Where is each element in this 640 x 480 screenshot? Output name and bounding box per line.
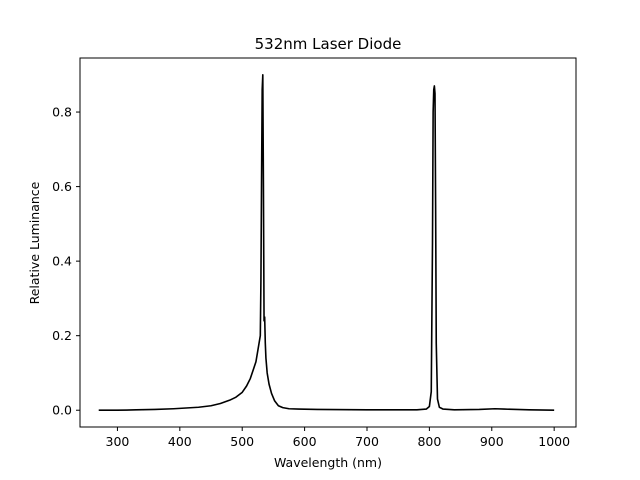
y-tick-label: 0.4	[52, 254, 72, 269]
x-tick-label: 1000	[538, 434, 570, 449]
y-tick-label: 0.6	[52, 179, 72, 194]
chart-title: 532nm Laser Diode	[255, 35, 402, 53]
x-tick-label: 900	[480, 434, 504, 449]
y-tick-label: 0.8	[52, 105, 72, 120]
x-tick-label: 300	[106, 434, 130, 449]
x-axis: 300 400 500 600 700 800 900 1000	[106, 427, 570, 449]
x-tick-label: 800	[417, 434, 441, 449]
y-tick-label: 0.2	[52, 328, 72, 343]
plot-area	[98, 73, 555, 412]
y-tick-label: 0.0	[52, 403, 72, 418]
x-tick-label: 400	[168, 434, 192, 449]
x-axis-label: Wavelength (nm)	[274, 455, 382, 470]
x-tick-label: 500	[230, 434, 254, 449]
y-axis: 0.0 0.2 0.4 0.6 0.8	[52, 105, 80, 418]
x-tick-label: 600	[293, 434, 317, 449]
spectrum-line	[98, 73, 555, 412]
x-tick-label: 700	[355, 434, 379, 449]
y-axis-label: Relative Luminance	[27, 181, 42, 304]
plot-frame	[79, 57, 577, 428]
